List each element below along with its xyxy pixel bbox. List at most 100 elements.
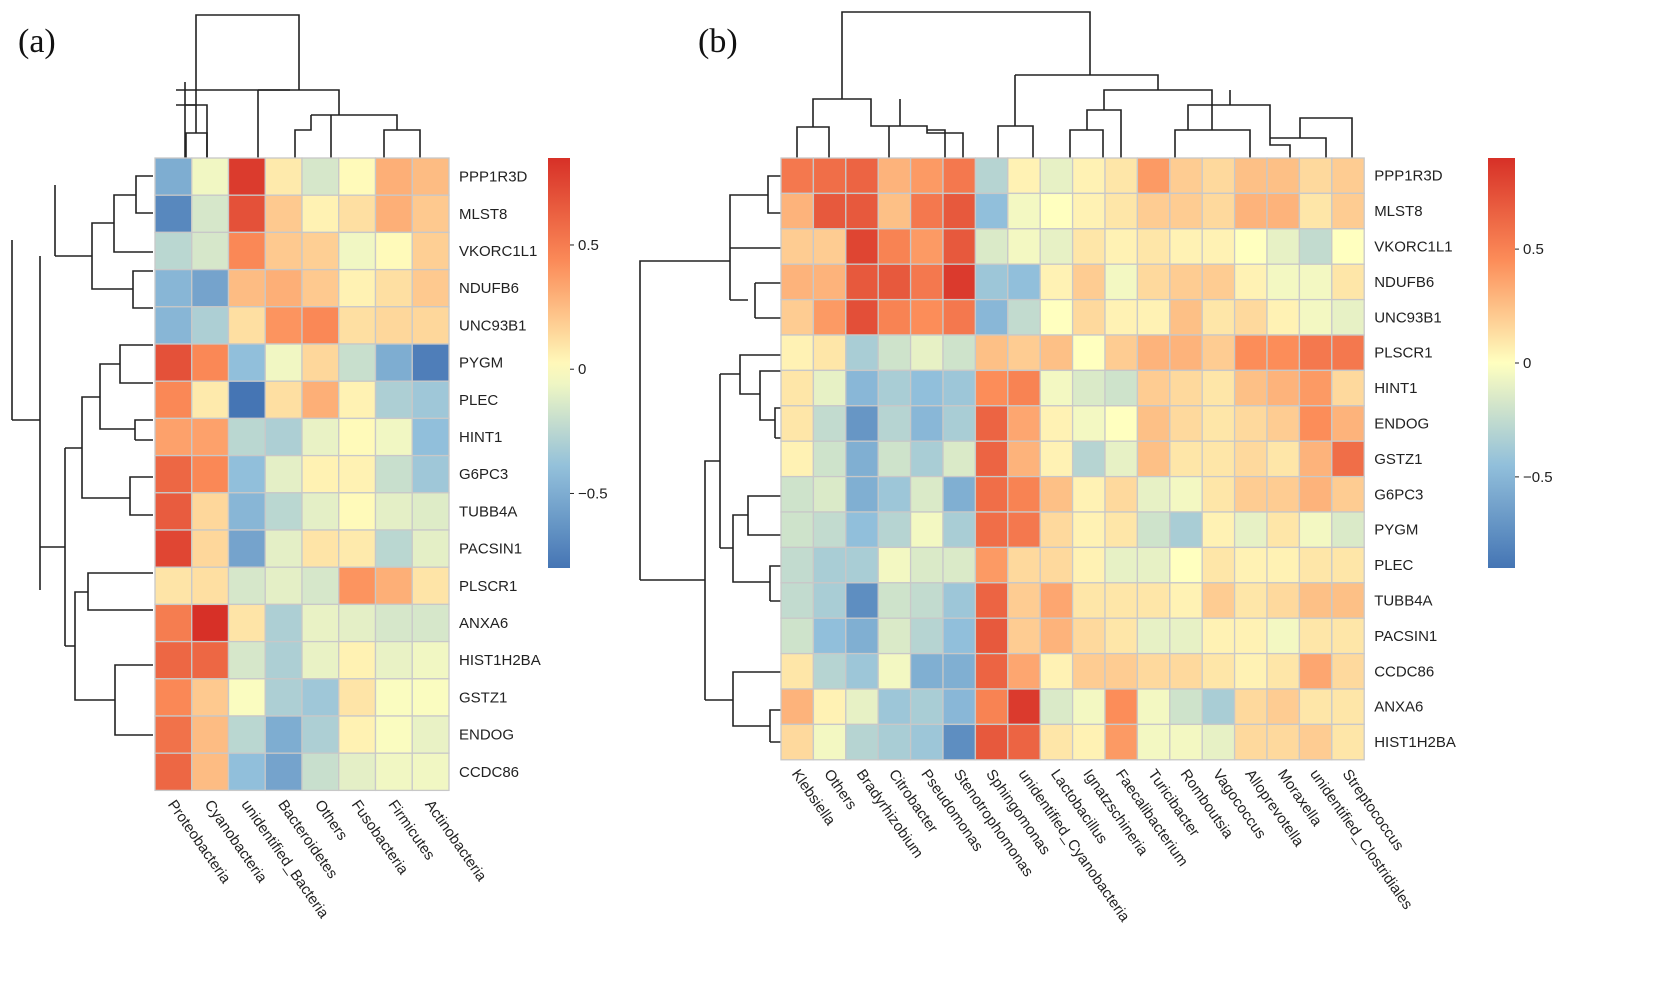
heatmap-cell — [227, 640, 266, 680]
heatmap-cell — [411, 268, 450, 308]
heatmap-cell — [1039, 652, 1074, 690]
heatmap-cell — [227, 306, 266, 345]
row-label: PLSCR1 — [1374, 345, 1432, 362]
heatmap-cell — [411, 603, 450, 643]
heatmap-cell — [1136, 405, 1171, 442]
heatmap-cell — [845, 192, 879, 230]
heatmap-cell — [1266, 334, 1301, 372]
heatmap-cell — [942, 405, 977, 442]
heatmap-cell — [1104, 475, 1139, 513]
heatmap-cell — [1331, 157, 1365, 195]
heatmap-cell — [411, 752, 450, 792]
heatmap-cell — [1201, 475, 1236, 513]
heatmap-cell — [1233, 511, 1268, 549]
heatmap-cell — [1136, 723, 1171, 761]
heatmap-cell — [812, 298, 847, 336]
heatmap-cell — [845, 263, 879, 301]
heatmap-cell — [974, 405, 1009, 442]
heatmap-cell — [1007, 617, 1041, 655]
heatmap-cell — [1039, 546, 1074, 584]
heatmap-cell — [374, 417, 413, 457]
heatmap-cell — [1136, 688, 1171, 726]
heatmap-cell — [1201, 546, 1236, 584]
row-label: PACSIN1 — [1374, 628, 1437, 645]
heatmap-cell — [1039, 192, 1074, 230]
heatmap-cell — [154, 752, 193, 792]
heatmap-cell — [877, 334, 912, 372]
heatmap-cell — [1039, 475, 1074, 513]
heatmap-cell — [1233, 157, 1268, 195]
heatmap-cell — [374, 752, 413, 792]
heatmap-cell — [1071, 405, 1106, 442]
heatmap-cell — [191, 529, 230, 568]
heatmap-cell — [812, 475, 847, 513]
heatmap-cell — [1136, 511, 1171, 549]
heatmap-cell — [1298, 369, 1333, 407]
heatmap-cell — [1233, 617, 1268, 655]
heatmap-cell — [1169, 405, 1203, 442]
heatmap-cell — [1136, 369, 1171, 407]
heatmap-cell — [374, 380, 413, 420]
heatmap-cell — [191, 715, 230, 754]
heatmap-cell — [845, 369, 879, 407]
heatmap-cell — [338, 343, 377, 382]
heatmap-cell — [877, 546, 912, 584]
heatmap-cell — [338, 268, 377, 308]
heatmap-cell — [1039, 511, 1074, 549]
heatmap-cell — [374, 566, 413, 606]
row-label: TUBB4A — [1374, 593, 1432, 610]
row-label: UNC93B1 — [1374, 309, 1442, 326]
heatmap-cell — [877, 688, 912, 726]
row-label: ANXA6 — [1374, 699, 1423, 716]
heatmap-cell — [264, 343, 303, 382]
colorbar-tick-label: 0.5 — [578, 237, 599, 254]
heatmap-cell — [1104, 369, 1139, 407]
heatmap-cell — [411, 566, 450, 606]
heatmap-cell — [1201, 440, 1236, 478]
heatmap-cell — [780, 405, 815, 442]
row-label: MLST8 — [1374, 203, 1422, 220]
heatmap-cell — [374, 640, 413, 680]
heatmap-cell — [301, 268, 340, 308]
heatmap-cell — [154, 194, 193, 234]
heatmap-cell — [1104, 723, 1139, 761]
heatmap-cell — [191, 492, 230, 531]
heatmap-cell — [301, 640, 340, 680]
heatmap-cell — [909, 440, 944, 478]
heatmap-cell — [1136, 263, 1171, 301]
heatmap-cell — [845, 334, 879, 372]
heatmap-cell — [1136, 652, 1171, 690]
heatmap-cell — [1071, 440, 1106, 478]
heatmap-cell — [301, 566, 340, 606]
heatmap-cell — [845, 652, 879, 690]
heatmap-cell — [1169, 546, 1203, 584]
heatmap-cell — [1233, 688, 1268, 726]
heatmap-cell — [154, 603, 193, 643]
row-label: PYGM — [459, 355, 503, 372]
heatmap-cell — [191, 417, 230, 457]
row-label: CCDC86 — [1374, 663, 1434, 680]
heatmap-cell — [1201, 582, 1236, 619]
heatmap-cell — [877, 440, 912, 478]
heatmap-cell — [1298, 228, 1333, 265]
heatmap-cell — [877, 228, 912, 265]
heatmap-cell — [264, 417, 303, 457]
row-label: VKORC1L1 — [1374, 239, 1452, 256]
heatmap-cell — [1169, 440, 1203, 478]
heatmap-cell — [374, 454, 413, 494]
heatmap-cell — [1007, 511, 1041, 549]
heatmap-cell — [909, 688, 944, 726]
heatmap-cell — [974, 511, 1009, 549]
heatmap-cell — [1266, 652, 1301, 690]
heatmap-cell — [1104, 298, 1139, 336]
heatmap-cell — [191, 157, 230, 196]
heatmap-cell — [1071, 263, 1106, 301]
heatmap-cell — [845, 440, 879, 478]
heatmap-cell — [227, 454, 266, 494]
heatmap-cell — [942, 157, 977, 195]
heatmap-cell — [154, 678, 193, 717]
heatmap-cell — [1071, 228, 1106, 265]
heatmap-cell — [942, 475, 977, 513]
heatmap-cell — [1331, 440, 1365, 478]
heatmap-cell — [411, 640, 450, 680]
